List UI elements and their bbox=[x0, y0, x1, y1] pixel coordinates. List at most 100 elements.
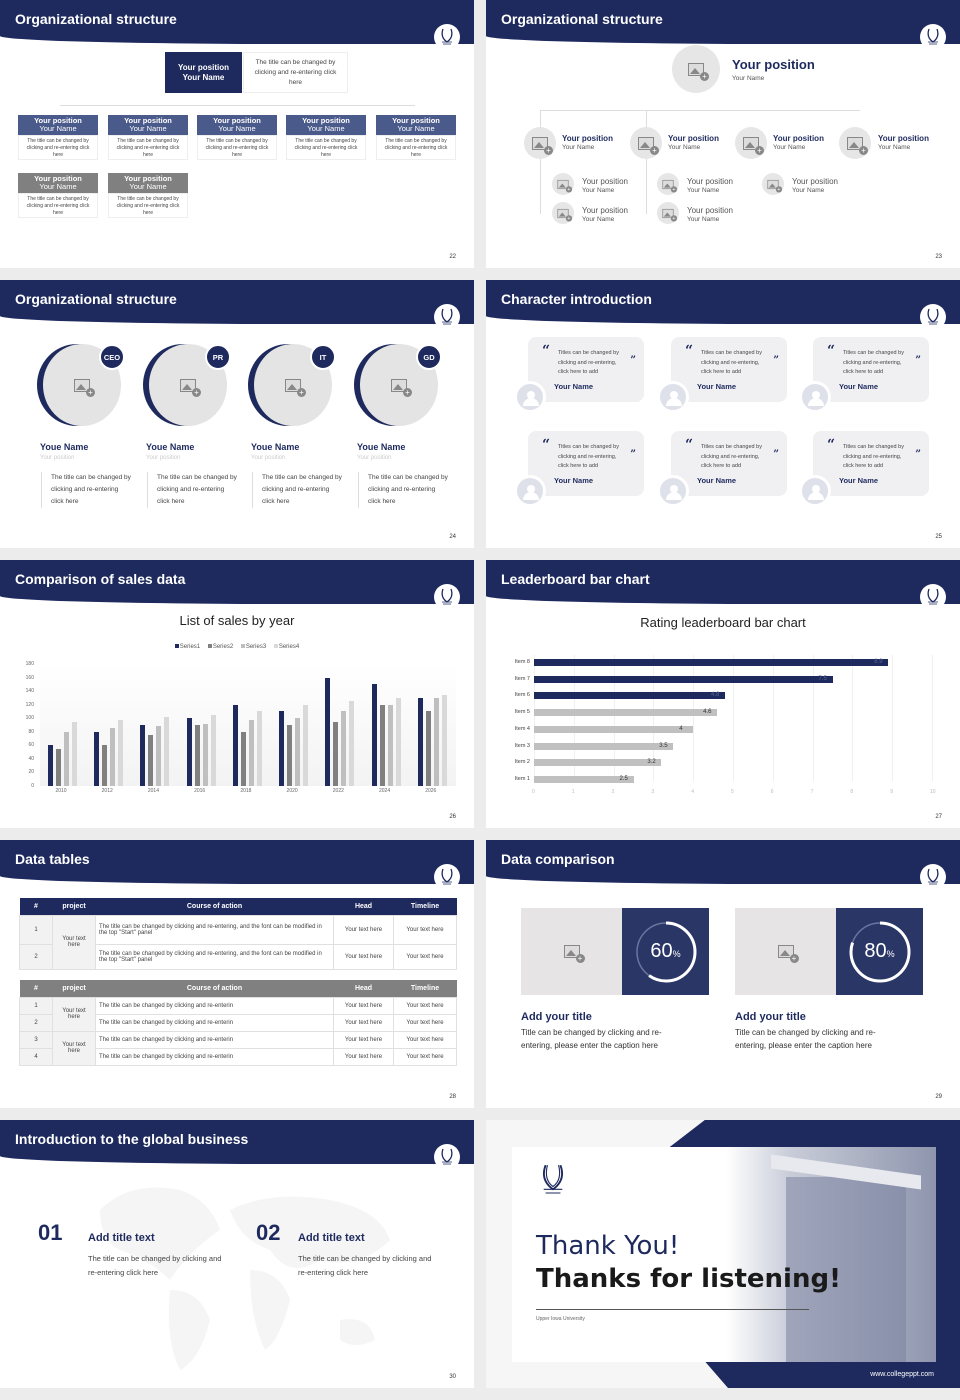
bar-group bbox=[48, 664, 77, 786]
slide-26[interactable]: Comparison of sales data List of sales b… bbox=[0, 560, 474, 828]
progress-ring-60: 60% bbox=[622, 908, 709, 995]
divider bbox=[536, 1309, 809, 1310]
image-add-icon bbox=[285, 378, 306, 397]
slide-title: Organizational structure bbox=[15, 11, 177, 27]
grid-line bbox=[693, 655, 695, 781]
campus-building-photo bbox=[726, 1147, 936, 1362]
connector-line bbox=[540, 110, 541, 214]
bar bbox=[534, 659, 889, 666]
photo-placeholder[interactable] bbox=[552, 202, 574, 224]
image-add-icon bbox=[688, 62, 709, 81]
slide-title: Introduction to the global business bbox=[15, 1131, 249, 1147]
x-tick: 0 bbox=[532, 789, 535, 795]
level1-member: Your position Your Name bbox=[773, 134, 824, 151]
slide-title: Organizational structure bbox=[15, 291, 177, 307]
testimonial-card[interactable]: “Titles can be changed by clicking and r… bbox=[528, 431, 644, 496]
photo-placeholder[interactable] bbox=[521, 908, 622, 995]
bar bbox=[534, 759, 662, 767]
chart-title: Rating leaderboard bar chart bbox=[640, 615, 806, 630]
quote-open-icon: “ bbox=[542, 343, 551, 359]
y-tick: 60 bbox=[28, 742, 34, 749]
item-number: 01 bbox=[38, 1220, 63, 1245]
member-photo[interactable]: PR bbox=[143, 344, 231, 426]
x-tick: 2010 bbox=[55, 788, 67, 794]
org-top-box[interactable]: Your position Your Name bbox=[165, 52, 242, 93]
category-label: Item 4 bbox=[514, 725, 530, 732]
testimonial-card[interactable]: “Titles can be changed by clicking and r… bbox=[528, 337, 644, 402]
bar bbox=[48, 745, 53, 786]
member-photo[interactable]: GD bbox=[354, 344, 442, 426]
member-photo[interactable]: CEO bbox=[37, 344, 125, 426]
user-avatar-icon bbox=[799, 381, 831, 413]
slide-thanks[interactable]: Thank You! Thanks for listening! Upper I… bbox=[486, 1120, 960, 1388]
org-box[interactable]: Your position Your Name The title can be c… bbox=[108, 173, 188, 218]
photo-placeholder[interactable] bbox=[552, 173, 574, 195]
org-box[interactable]: Your position Your Name The title can be c… bbox=[197, 115, 277, 160]
slide-22[interactable]: Organizational structure Your position Yo… bbox=[0, 0, 474, 268]
slide-23[interactable]: Organizational structure Your positionYo… bbox=[486, 0, 960, 268]
bar bbox=[534, 709, 718, 717]
slide-28[interactable]: Data tables # project Course of action Head… bbox=[0, 840, 474, 1108]
progress-ring-icon bbox=[849, 921, 910, 982]
bar-value-label: 3.2 bbox=[647, 759, 656, 766]
member-position: Your position bbox=[146, 455, 181, 461]
bar-group bbox=[417, 664, 447, 786]
photo-placeholder[interactable] bbox=[657, 202, 679, 224]
testimonial-card[interactable]: “Titles can be changed by clicking and r… bbox=[671, 431, 787, 496]
org-box[interactable]: Your position Your Name The title can be c… bbox=[18, 173, 98, 218]
photo-placeholder[interactable] bbox=[672, 45, 720, 93]
user-avatar-icon bbox=[514, 475, 546, 507]
page-number: 25 bbox=[935, 534, 942, 540]
image-add-icon bbox=[74, 378, 95, 397]
slide-title: Comparison of sales data bbox=[15, 571, 186, 587]
slide-title: Leaderboard bar chart bbox=[501, 571, 650, 587]
photo-placeholder[interactable] bbox=[762, 173, 784, 195]
org-box[interactable]: Your position Your Name The title can be c… bbox=[376, 115, 456, 160]
testimonial-card[interactable]: “Titles can be changed by clicking and r… bbox=[813, 431, 929, 496]
slide-30[interactable]: Introduction to the global business 01 A… bbox=[0, 1120, 474, 1388]
bar bbox=[94, 731, 100, 786]
image-add-icon bbox=[777, 945, 799, 963]
image-add-icon bbox=[563, 945, 585, 963]
quote-close-icon: ” bbox=[915, 355, 921, 366]
org-box[interactable]: Your position Your Name The title can be c… bbox=[18, 115, 98, 160]
y-tick: 0 bbox=[31, 783, 34, 789]
photo-placeholder[interactable] bbox=[735, 908, 836, 995]
testimonial-card[interactable]: “Titles can be changed by clicking and r… bbox=[671, 337, 787, 402]
progress-ring-80: 80% bbox=[836, 908, 923, 995]
chart-title: List of sales by year bbox=[179, 613, 295, 628]
photo-placeholder[interactable] bbox=[839, 127, 871, 159]
x-tick: 4 bbox=[691, 789, 694, 795]
org-box[interactable]: Your position Your Name The title can be c… bbox=[286, 115, 366, 160]
user-avatar-icon bbox=[657, 475, 689, 507]
slide-29[interactable]: Data comparison 60% Add your title Title… bbox=[486, 840, 960, 1108]
image-add-icon bbox=[767, 179, 783, 193]
website-link[interactable]: www.collegeppt.com bbox=[870, 1371, 934, 1378]
slide-24[interactable]: Organizational structure CEO Youe Name Y… bbox=[0, 280, 474, 548]
y-axis: 0 20 40 60 80 100 120 140 160 180 bbox=[20, 661, 36, 789]
slide-27[interactable]: Leaderboard bar chart Rating leaderboard… bbox=[486, 560, 960, 828]
category-label: Item 1 bbox=[514, 775, 530, 782]
photo-placeholder[interactable] bbox=[735, 127, 767, 159]
photo-placeholder[interactable] bbox=[657, 173, 679, 195]
x-tick: 2026 bbox=[425, 788, 437, 794]
org-top-desc: The title can be changed by clicking and… bbox=[243, 52, 348, 93]
table-row: 4 The title can be changed by clicking an… bbox=[19, 1047, 457, 1066]
quote-open-icon: “ bbox=[685, 343, 694, 359]
y-tick: 120 bbox=[25, 701, 34, 708]
org-box[interactable]: Your position Your Name The title can be c… bbox=[108, 115, 188, 160]
bar bbox=[156, 726, 162, 786]
member-photo[interactable]: IT bbox=[248, 344, 336, 426]
y-tick: 20 bbox=[28, 769, 34, 776]
photo-placeholder[interactable] bbox=[524, 127, 556, 159]
slide-25[interactable]: Character introduction “Titles can be ch… bbox=[486, 280, 960, 548]
bar bbox=[186, 718, 192, 786]
bar bbox=[371, 684, 377, 786]
photo-placeholder[interactable] bbox=[630, 127, 662, 159]
x-tick: 5 bbox=[731, 789, 734, 795]
top-position: Your position Your Name bbox=[732, 57, 815, 83]
bar bbox=[349, 701, 355, 786]
testimonial-card[interactable]: “Titles can be changed by clicking and r… bbox=[813, 337, 929, 402]
header-bar bbox=[486, 0, 960, 44]
table-row: 1 Your text here The title can be changed … bbox=[19, 996, 457, 1032]
